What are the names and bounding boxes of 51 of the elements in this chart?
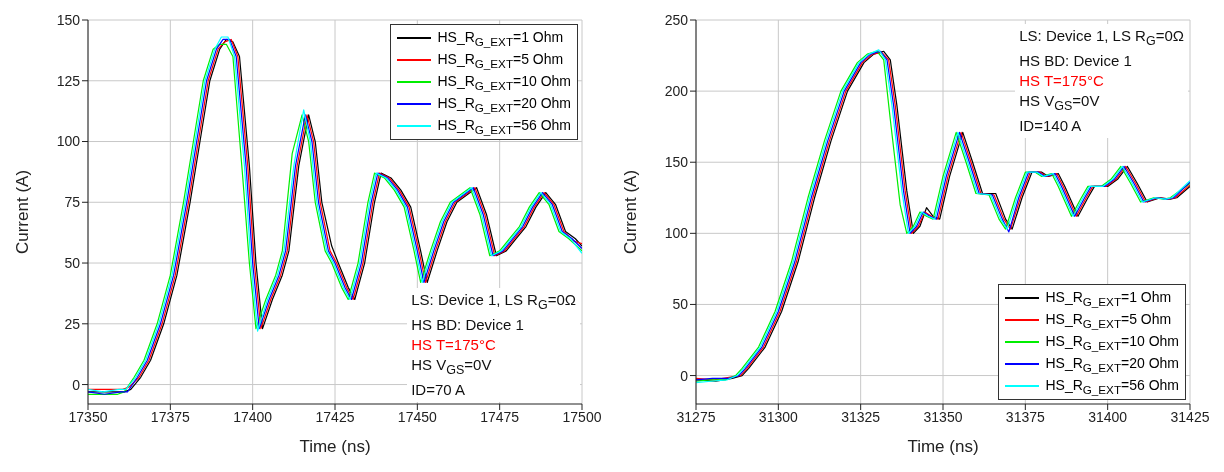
x-tick-label: 31425	[1170, 408, 1210, 425]
legend-label: HS_R$_{G_EXT}$=10 Ohm	[437, 72, 571, 92]
y-tick-label: 250	[664, 11, 689, 28]
annotation: HS T=175°C	[411, 335, 497, 355]
x-axis-title: Time (ns)	[907, 437, 979, 456]
x-tick-label: 17375	[150, 408, 191, 425]
y-axis-title: Current (A)	[13, 169, 33, 255]
y-axis-title: Current (A)	[621, 169, 641, 255]
x-tick-label: 31350	[923, 408, 963, 425]
annotation: ID=70 A	[411, 380, 466, 400]
annotation: HS BD: Device 1	[1019, 51, 1133, 71]
y-tick-label: 25	[64, 315, 81, 332]
legend-label: HS_R$_{G_EXT}$=5 Ohm	[437, 50, 564, 70]
x-tick-label: 17425	[315, 408, 355, 425]
x-axis-title: Time (ns)	[299, 437, 371, 456]
y-tick-label: 0	[680, 367, 689, 384]
y-tick-label: 75	[64, 194, 81, 211]
y-tick-label: 150	[56, 11, 81, 28]
y-tick-label: 100	[664, 225, 689, 242]
legend-label: HS_R$_{G_EXT}$=5 Ohm	[1045, 310, 1172, 330]
x-tick-label: 31400	[1088, 408, 1128, 425]
legend-label: HS_R$_{G_EXT}$=20 Ohm	[1045, 354, 1179, 374]
x-tick-label: 31375	[1005, 408, 1046, 425]
annotation: HS BD: Device 1	[411, 315, 525, 335]
x-tick-label: 17400	[233, 408, 273, 425]
annotation: LS: Device 1, LS R$_{G}$=0Ω	[411, 290, 576, 314]
annotation: ID=140 A	[1019, 116, 1083, 136]
annotation: LS: Device 1, LS R$_{G}$=0Ω	[1019, 26, 1184, 50]
legend-label: HS_R$_{G_EXT}$=10 Ohm	[1045, 332, 1179, 352]
y-tick-label: 50	[672, 296, 689, 313]
y-tick-label: 150	[664, 154, 689, 171]
y-tick-label: 125	[56, 72, 81, 89]
x-tick-label: 31275	[676, 408, 716, 425]
x-tick-label: 31325	[841, 408, 881, 425]
x-tick-label: 31300	[758, 408, 799, 425]
x-tick-label: 17500	[562, 408, 602, 425]
legend-label: HS_R$_{G_EXT}$=1 Ohm	[1045, 288, 1172, 308]
y-tick-label: 100	[56, 133, 81, 150]
y-tick-label: 200	[664, 83, 689, 100]
y-tick-label: 0	[72, 376, 81, 393]
annotation: HS V$_{GS}$=0V	[1019, 91, 1101, 115]
x-tick-label: 17475	[480, 408, 520, 425]
annotation: HS V$_{GS}$=0V	[411, 355, 493, 379]
legend-label: HS_R$_{G_EXT}$=1 Ohm	[437, 28, 564, 48]
y-tick-label: 50	[64, 255, 81, 272]
annotation: HS T=175°C	[1019, 71, 1105, 91]
x-tick-label: 17350	[68, 408, 108, 425]
x-tick-label: 17450	[397, 408, 438, 425]
legend-label: HS_R$_{G_EXT}$=20 Ohm	[437, 94, 571, 114]
legend-label: HS_R$_{G_EXT}$=56 Ohm	[1045, 376, 1179, 396]
legend-label: HS_R$_{G_EXT}$=56 Ohm	[437, 116, 571, 136]
